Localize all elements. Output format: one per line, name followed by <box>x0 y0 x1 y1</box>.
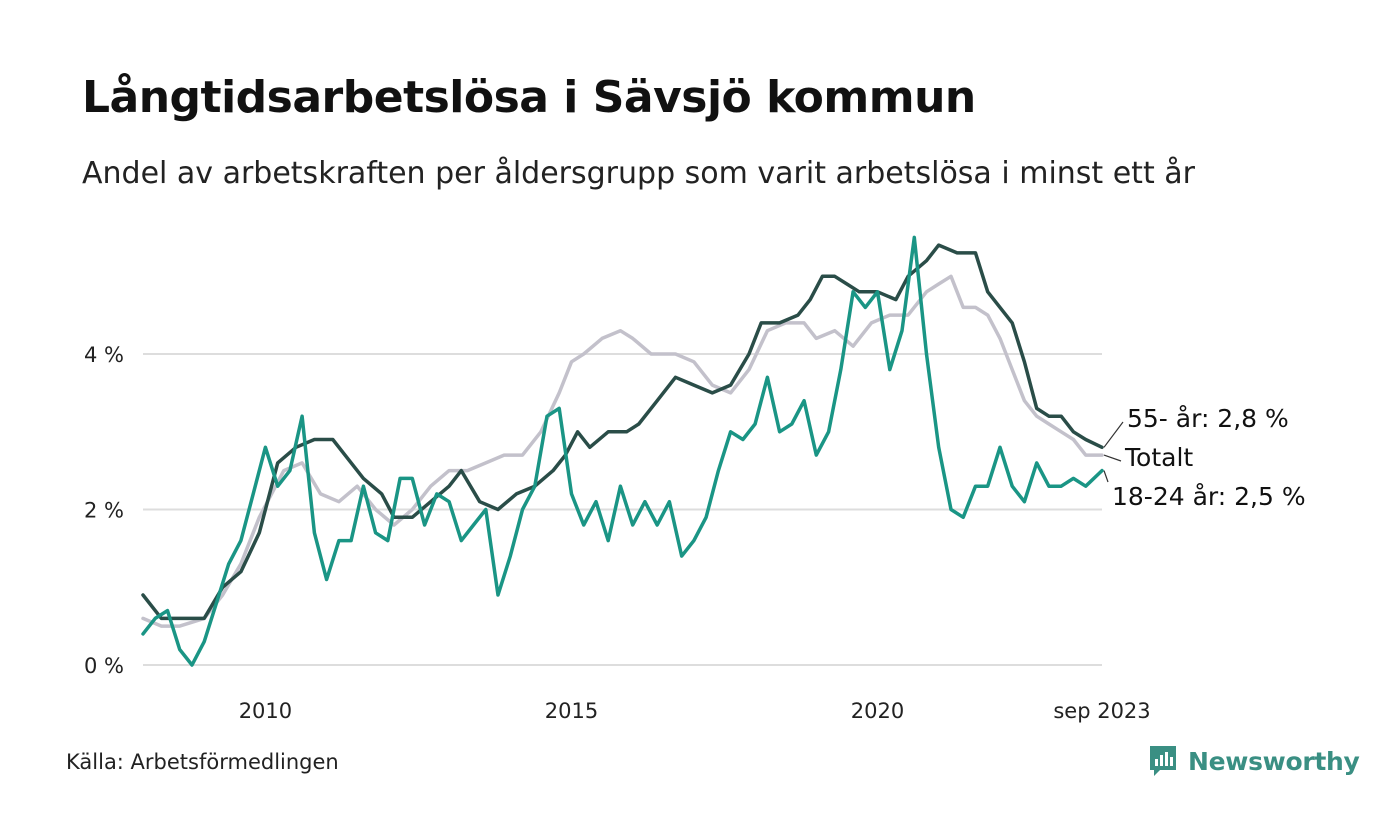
end-label-age1824: 18-24 år: 2,5 % <box>1112 482 1306 511</box>
y-tick-label: 2 % <box>84 499 124 523</box>
y-tick-label: 4 % <box>84 343 124 367</box>
y-tick-label: 0 % <box>84 654 124 678</box>
series-line-total <box>141 274 1104 628</box>
series-line-age1824 <box>141 235 1104 667</box>
x-tick-label: 2015 <box>545 699 598 723</box>
source-note: Källa: Arbetsförmedlingen <box>66 750 339 774</box>
gridlines <box>143 353 1102 666</box>
newsworthy-icon <box>1150 746 1176 776</box>
x-tick-label: 2010 <box>239 699 292 723</box>
x-tick-label: 2020 <box>851 699 904 723</box>
series-lines <box>141 235 1104 667</box>
x-tick-label: sep 2023 <box>1053 699 1150 723</box>
leader-line-total <box>1103 454 1122 462</box>
leader-line-age1824 <box>1103 470 1109 483</box>
leader-line-age55 <box>1103 421 1124 448</box>
y-axis-ticks: 0 % 2 % 4 % <box>84 343 124 678</box>
series-line-age55 <box>141 243 1104 621</box>
end-label-age55: 55- år: 2,8 % <box>1127 404 1289 433</box>
end-labels: Totalt 55- år: 2,8 % 18-24 år: 2,5 % <box>1103 404 1306 511</box>
end-label-total: Totalt <box>1124 443 1193 472</box>
chart-title: Långtidsarbetslösa i Sävsjö kommun <box>82 72 976 123</box>
x-axis-ticks: 2010 2015 2020 sep 2023 <box>239 699 1151 723</box>
newsworthy-logo: Newsworthy <box>1148 744 1360 778</box>
brand-name: Newsworthy <box>1188 746 1360 776</box>
chart-subtitle: Andel av arbetskraften per åldersgrupp s… <box>82 156 1195 191</box>
